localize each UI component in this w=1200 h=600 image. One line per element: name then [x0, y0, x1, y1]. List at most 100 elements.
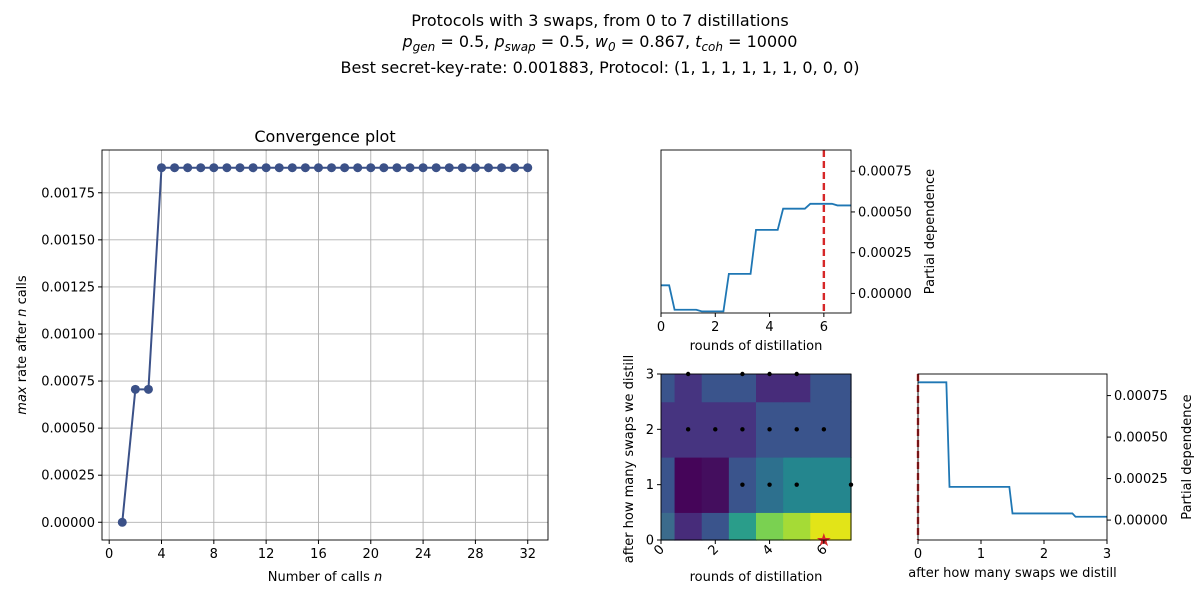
pd1-xtick-label-0: 0	[657, 320, 665, 335]
heatmap-cell-0-3	[728, 512, 757, 541]
conv-series-line	[121, 166, 528, 523]
pd1-ytick-label-1: 0.00025	[858, 246, 912, 261]
conv-point-25	[444, 163, 454, 173]
pd2-xtick-label-2: 2	[1040, 547, 1048, 562]
heatmap-ytick-label-2: 2	[646, 423, 654, 438]
heatmap-cell-2-6	[810, 401, 852, 458]
conv-axes-frame	[101, 149, 549, 541]
conv-title: Convergence plot	[254, 127, 395, 146]
conv-ytick-label-1: 0.00025	[41, 469, 95, 484]
heatmap-sample-point-5	[821, 427, 827, 432]
partial-dependence-swaps-plot: 0 1 2 3 0.00000 0.00025 0.00050 0.00075 after ho…	[908, 373, 1195, 581]
heatmap-sample-point-2	[740, 427, 745, 432]
pd2-ytick-label-1: 0.00025	[1114, 472, 1168, 487]
pd1-ytick-label-3: 0.00075	[858, 165, 912, 180]
heatmap-cell-3-2	[701, 374, 730, 403]
pd2-ytick-label-2: 0.00050	[1114, 431, 1168, 446]
heatmap-xlabel: rounds of distillation	[690, 570, 823, 585]
conv-xtick-label-3: 12	[258, 547, 275, 562]
conv-xtick-label-6: 24	[415, 547, 432, 562]
conv-point-30	[510, 163, 520, 173]
heatmap-cell-3-1	[674, 374, 703, 403]
heatmap-cell-0-6	[810, 512, 852, 541]
heatmap-cell-2-0	[661, 401, 676, 458]
conv-xtick-label-4: 16	[310, 547, 327, 562]
conv-point-17	[340, 163, 350, 173]
heatmap-sample-point-3	[767, 427, 772, 432]
heatmap-cell-0-0	[661, 512, 676, 541]
heatmap-ytick-label-1: 1	[646, 478, 654, 493]
heatmap-cell-0-1	[674, 512, 703, 541]
conv-point-31	[523, 163, 533, 173]
heatmap-axes-frame	[660, 373, 852, 541]
conv-xtick-label-5: 20	[363, 547, 380, 562]
heatmap-cell-0-2	[701, 512, 730, 541]
convergence-plot: 0 4 8 12 16 20 24 28 32 0.00000 0.00025 0.00050 0.00…	[15, 127, 549, 585]
conv-point-18	[353, 163, 363, 173]
pd1-xlabel: rounds of distillation	[690, 339, 823, 354]
conv-ytick-label-2: 0.00050	[41, 422, 95, 437]
conv-point-3	[157, 163, 167, 173]
conv-point-2	[143, 384, 153, 394]
pd1-xtick-label-2: 4	[765, 320, 773, 335]
conv-point-4	[170, 163, 180, 173]
heatmap-cell-1-2	[701, 457, 730, 513]
conv-xtick-label-8: 32	[519, 547, 536, 562]
conv-ytick-label-5: 0.00125	[41, 280, 95, 295]
suptitle-line2: pgen = 0.5, pswap = 0.5, w0 = 0.867, tco…	[402, 32, 798, 54]
pd2-axes-frame	[917, 373, 1108, 541]
conv-point-27	[470, 163, 480, 173]
heatmap-sample-point-6	[740, 482, 745, 487]
pd1-axes-frame	[660, 149, 852, 314]
conv-point-9	[235, 163, 245, 173]
conv-point-21	[392, 163, 402, 173]
pd1-xtick-label-3: 6	[820, 320, 828, 335]
conv-xtick-label-0: 0	[105, 547, 113, 562]
conv-point-20	[379, 163, 389, 173]
suptitle-line1: Protocols with 3 swaps, from 0 to 7 dist…	[411, 11, 788, 30]
conv-point-7	[209, 163, 219, 173]
conv-xtick-label-7: 28	[467, 547, 484, 562]
conv-point-13	[287, 163, 297, 173]
pd2-xtick-label-3: 3	[1103, 547, 1111, 562]
conv-point-24	[431, 163, 441, 173]
heatmap-cell-3-6	[810, 374, 852, 403]
conv-xtick-label-2: 8	[210, 547, 218, 562]
conv-point-10	[248, 163, 258, 173]
heatmap-cell-1-6	[810, 457, 852, 513]
conv-ylabel: max rate after n calls	[15, 275, 30, 415]
conv-point-0	[117, 517, 127, 527]
heatmap-ytick-label-0: 0	[646, 534, 654, 549]
conv-point-19	[366, 163, 376, 173]
heatmap-cell-3-3	[728, 374, 757, 403]
conv-ytick-label-7: 0.00175	[41, 186, 95, 201]
heatmap-sample-point-1	[713, 427, 718, 432]
conv-ytick-label-4: 0.00100	[41, 327, 95, 342]
heatmap-cell-3-4	[756, 374, 784, 403]
heatmap-sample-point-4	[794, 427, 799, 432]
conv-point-12	[274, 163, 284, 173]
pd2-xtick-label-0: 0	[914, 547, 922, 562]
conv-xlabel: Number of calls n	[268, 570, 383, 585]
conv-point-16	[327, 163, 337, 173]
conv-ytick-label-6: 0.00150	[41, 233, 95, 248]
conv-point-6	[196, 163, 206, 173]
conv-point-26	[457, 163, 467, 173]
conv-point-8	[222, 163, 232, 173]
conv-point-14	[300, 163, 310, 173]
heatmap-cell-0-4	[756, 512, 784, 541]
heatmap-ytick-label-3: 3	[646, 368, 654, 383]
heatmap-sample-point-8	[794, 482, 799, 487]
heatmap-sample-point-7	[767, 482, 772, 487]
partial-dependence-distill-plot: 0 2 4 6 0.00000 0.00025 0.00050 0.00075 rounds o…	[657, 149, 938, 354]
pd2-xtick-label-1: 1	[977, 547, 985, 562]
heatmap-cell-3-5	[783, 374, 811, 403]
heatmap-cell-3-0	[661, 374, 676, 403]
conv-point-1	[130, 384, 140, 394]
pd1-ytick-label-0: 0.00000	[858, 287, 912, 302]
conv-point-11	[261, 163, 271, 173]
pd1-ytick-label-2: 0.00050	[858, 205, 912, 220]
conv-point-23	[418, 163, 428, 173]
heatmap-xtick-label-1: 2	[706, 542, 722, 558]
